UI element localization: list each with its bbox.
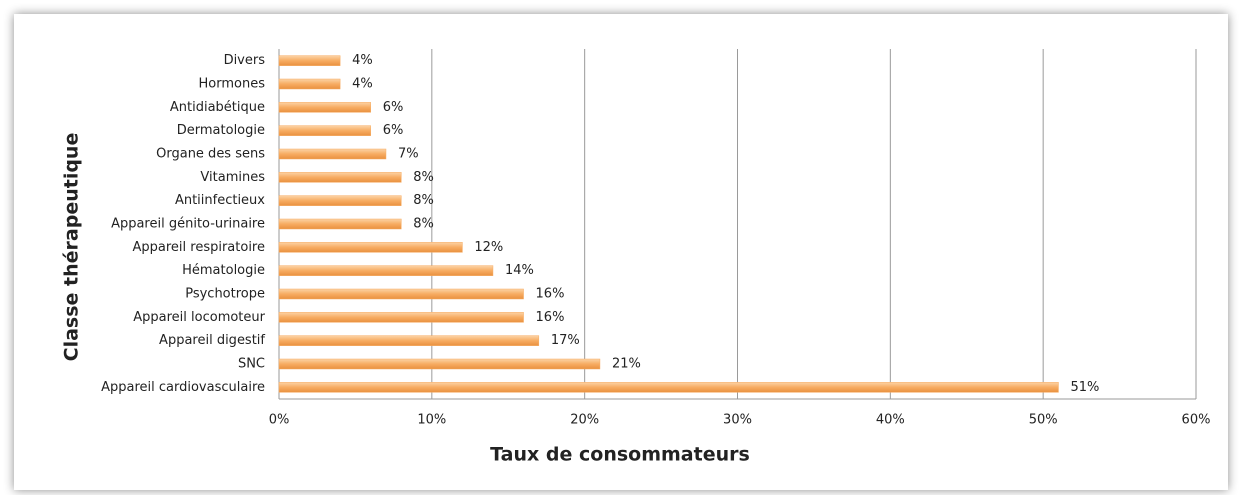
value-label: 16% — [536, 310, 565, 325]
chart-frame — [14, 14, 1228, 490]
y-tick-label: Dermatologie — [177, 123, 265, 138]
x-tick-label: 0% — [269, 413, 290, 428]
value-label: 7% — [398, 147, 419, 162]
x-tick-label: 20% — [570, 413, 599, 428]
value-label: 8% — [413, 170, 434, 185]
bar — [278, 172, 402, 183]
bar — [278, 195, 402, 206]
bar — [278, 358, 601, 370]
bar — [278, 382, 1059, 393]
y-tick-label: Appareil génito-urinaire — [111, 217, 265, 232]
y-tick-label: Appareil respiratoire — [132, 240, 265, 255]
x-tick-label: 10% — [417, 413, 446, 428]
y-tick-label: Antidiabétique — [170, 100, 265, 115]
x-tick-label: 50% — [1029, 413, 1058, 428]
y-tick-label: Psychotrope — [185, 287, 265, 302]
x-tick-label: 30% — [723, 413, 752, 428]
y-tick-label: Antiinfectieux — [175, 193, 265, 208]
bar — [278, 312, 524, 323]
y-tick-label: Appareil locomoteur — [133, 310, 265, 325]
bar — [278, 148, 387, 160]
value-label: 14% — [505, 263, 534, 278]
value-label: 6% — [383, 100, 404, 115]
bar — [278, 288, 524, 300]
y-tick-label: Organe des sens — [156, 147, 265, 162]
x-axis-label: Taux de consommateurs — [490, 444, 750, 466]
bar — [278, 335, 540, 346]
y-tick-label: Divers — [224, 53, 266, 68]
y-tick-label: SNC — [238, 357, 265, 372]
value-label: 16% — [536, 287, 565, 302]
bar — [278, 125, 371, 136]
value-label: 21% — [612, 357, 641, 372]
y-axis-label: Classe thérapeutique — [61, 133, 83, 362]
value-label: 12% — [474, 240, 503, 255]
bar — [278, 242, 463, 253]
y-tick-label: Appareil digestif — [159, 333, 265, 348]
bar — [278, 55, 341, 66]
value-label: 4% — [352, 53, 373, 68]
value-label: 6% — [383, 123, 404, 138]
y-tick-label: Appareil cardiovasculaire — [101, 380, 265, 395]
y-tick-label: Hormones — [199, 77, 266, 92]
bar — [278, 102, 371, 113]
value-label: 51% — [1070, 380, 1099, 395]
value-label: 17% — [551, 333, 580, 348]
y-tick-label: Vitamines — [200, 170, 265, 185]
value-label: 8% — [413, 217, 434, 232]
bar — [278, 265, 494, 276]
value-label: 8% — [413, 193, 434, 208]
bar — [278, 218, 402, 230]
bar — [278, 78, 341, 90]
x-tick-label: 40% — [876, 413, 905, 428]
value-label: 4% — [352, 77, 373, 92]
y-tick-label: Hématologie — [182, 263, 265, 278]
x-tick-label: 60% — [1182, 413, 1211, 428]
